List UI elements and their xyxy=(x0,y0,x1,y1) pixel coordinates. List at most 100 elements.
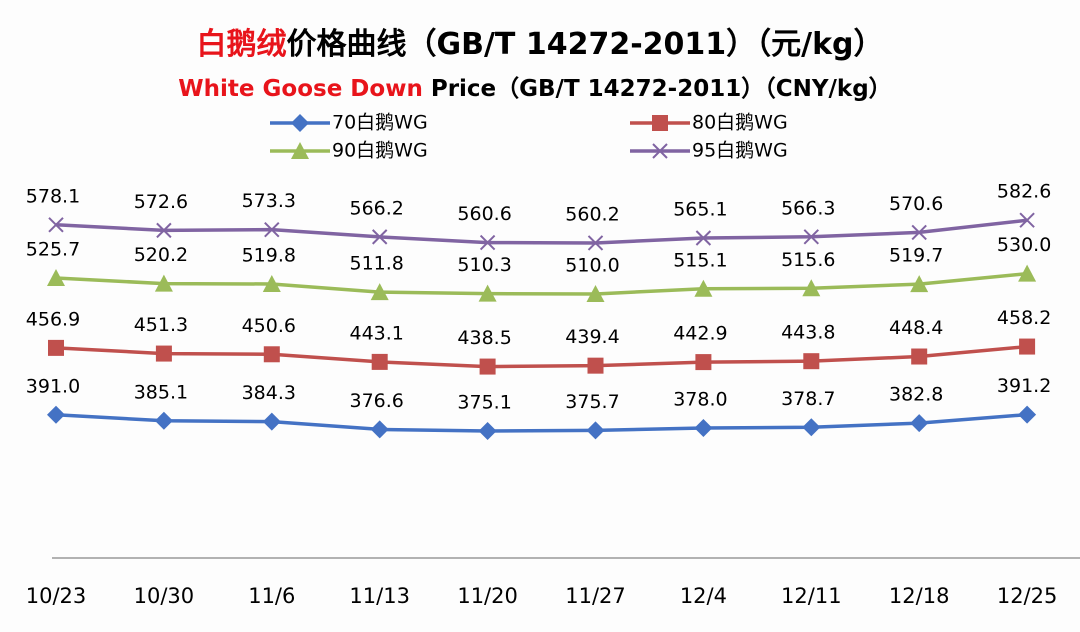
data-point xyxy=(911,224,927,241)
data-point xyxy=(586,284,605,302)
data-label: 384.3 xyxy=(242,382,296,404)
legend-marker xyxy=(291,142,309,159)
data-label: 582.6 xyxy=(997,181,1051,203)
data-point xyxy=(47,405,65,424)
data-label: 525.7 xyxy=(26,239,80,261)
data-label: 385.1 xyxy=(134,381,188,403)
x-tick-label: 12/11 xyxy=(781,584,842,608)
x-tick-label: 11/27 xyxy=(565,584,626,608)
data-point xyxy=(478,284,497,302)
data-point xyxy=(803,353,820,370)
title-rest: 价格曲线（GB/T 14272-2011）（元/kg） xyxy=(286,27,883,62)
data-label: 442.9 xyxy=(673,323,727,345)
data-label: 560.2 xyxy=(565,203,619,225)
data-point xyxy=(48,339,64,356)
x-tick-label: 11/20 xyxy=(457,584,518,608)
subtitle-highlight: White Goose Down xyxy=(178,76,423,102)
data-label: 519.8 xyxy=(242,245,296,267)
legend-marker xyxy=(652,115,668,131)
data-point xyxy=(371,229,388,245)
data-label: 439.4 xyxy=(565,326,619,348)
data-label: 378.7 xyxy=(781,388,835,410)
data-label: 510.0 xyxy=(565,254,619,276)
data-label: 566.2 xyxy=(349,197,403,219)
data-point xyxy=(911,348,928,365)
data-point xyxy=(262,412,281,431)
subtitle-rest: Price（GB/T 14272-2011）（CNY/kg） xyxy=(423,75,892,102)
data-point xyxy=(370,283,389,301)
data-label: 578.1 xyxy=(26,185,80,207)
data-label: 566.3 xyxy=(781,197,835,219)
data-label: 382.8 xyxy=(889,384,943,406)
data-label: 443.8 xyxy=(781,322,835,344)
data-point xyxy=(1019,338,1036,355)
data-point xyxy=(694,419,713,438)
data-point xyxy=(586,421,605,440)
data-point xyxy=(154,274,173,292)
x-tick-label: 11/13 xyxy=(349,584,410,608)
data-label: 376.6 xyxy=(349,390,403,412)
data-label: 450.6 xyxy=(242,315,296,337)
data-label: 378.0 xyxy=(673,389,727,411)
data-label: 438.5 xyxy=(457,327,511,349)
data-point xyxy=(264,221,280,238)
x-tick-label: 10/23 xyxy=(26,584,87,608)
data-label: 458.2 xyxy=(997,307,1051,329)
x-tick-label: 12/4 xyxy=(680,584,727,608)
data-point xyxy=(479,358,496,375)
data-label: 519.7 xyxy=(889,245,943,267)
data-label: 515.6 xyxy=(781,249,835,271)
legend-label: 95白鹅WG xyxy=(692,140,788,162)
data-point xyxy=(695,354,712,371)
data-label: 375.1 xyxy=(457,391,511,413)
data-point xyxy=(479,234,496,251)
data-label: 391.2 xyxy=(997,375,1051,397)
legend-label: 90白鹅WG xyxy=(332,140,428,162)
data-point xyxy=(1018,264,1037,282)
data-label: 530.0 xyxy=(997,234,1051,256)
data-point xyxy=(47,269,65,287)
data-point xyxy=(371,353,388,370)
x-tick-label: 11/6 xyxy=(248,584,295,608)
legend-label: 70白鹅WG xyxy=(332,112,428,134)
chart-title: 白鹅绒价格曲线（GB/T 14272-2011）（元/kg） xyxy=(196,27,883,62)
x-tick-label: 12/25 xyxy=(997,584,1058,608)
data-point xyxy=(48,217,64,233)
data-point xyxy=(1018,405,1037,424)
data-label: 520.2 xyxy=(134,244,188,266)
data-label: 570.6 xyxy=(889,193,943,215)
data-label: 560.6 xyxy=(457,203,511,225)
legend-marker xyxy=(291,114,309,132)
data-point xyxy=(694,279,713,297)
data-point xyxy=(1019,212,1035,228)
data-label: 573.3 xyxy=(242,190,296,212)
x-tick-label: 12/18 xyxy=(889,584,950,608)
data-label: 391.0 xyxy=(26,375,80,397)
data-point xyxy=(587,357,604,374)
data-point xyxy=(695,230,712,246)
data-label: 375.7 xyxy=(565,391,619,413)
data-label: 448.4 xyxy=(889,317,943,339)
data-label: 510.3 xyxy=(457,254,511,276)
data-label: 443.1 xyxy=(349,322,403,344)
data-point xyxy=(370,420,389,439)
data-point xyxy=(156,222,172,239)
legend-label: 80白鹅WG xyxy=(692,112,788,134)
data-point xyxy=(262,275,281,293)
data-point xyxy=(478,421,497,440)
series-line xyxy=(55,218,1028,245)
series-line xyxy=(55,412,1028,433)
data-label: 565.1 xyxy=(673,198,727,220)
data-point xyxy=(802,418,821,437)
data-point xyxy=(587,235,604,251)
chart-subtitle: White Goose Down Price（GB/T 14272-2011）（… xyxy=(178,75,891,102)
title-highlight: 白鹅绒 xyxy=(196,27,286,62)
x-tick-label: 10/30 xyxy=(134,584,195,608)
data-label: 451.3 xyxy=(134,314,188,336)
data-point xyxy=(154,411,173,430)
data-point xyxy=(155,345,172,362)
series-line xyxy=(55,344,1028,369)
data-point xyxy=(910,414,929,433)
